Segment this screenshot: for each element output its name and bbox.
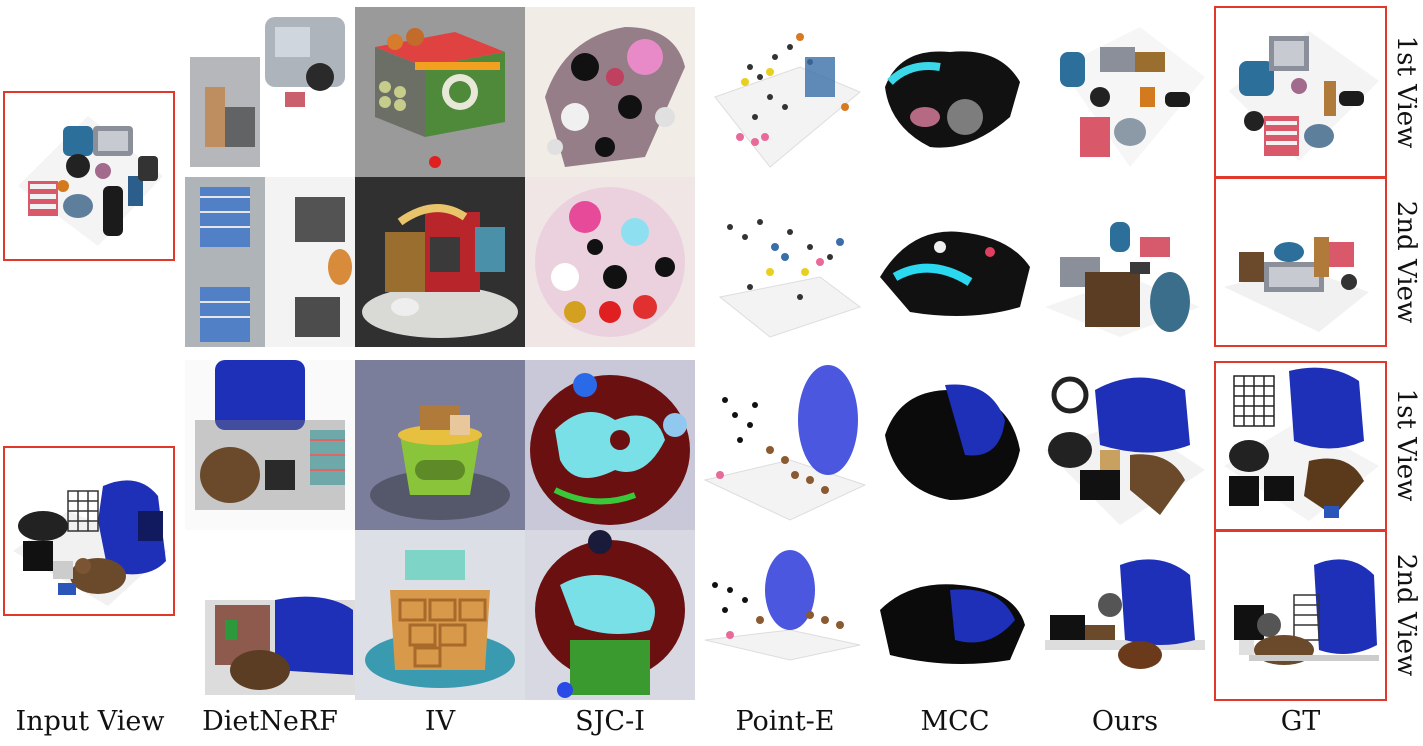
input-view-image-scene-1	[8, 96, 170, 256]
column-label-input-view: Input View	[15, 706, 165, 737]
iv-render-2	[355, 177, 525, 347]
mcc-render-1	[870, 7, 1040, 177]
iv-render-4	[355, 530, 525, 700]
sjc-render-1	[525, 7, 695, 177]
dietnerf-render-1	[185, 7, 355, 177]
gt-image-2	[1219, 182, 1382, 342]
gt-image-4	[1219, 535, 1382, 696]
ours-render-4	[1040, 530, 1210, 700]
column-label-iv: IV	[424, 706, 456, 737]
sjc-render-3	[525, 360, 695, 530]
dietnerf-render-2	[185, 177, 355, 347]
input-frame-scene-2	[3, 446, 175, 616]
row-label-1: 1st View	[1391, 35, 1421, 149]
column-label-ours: Ours	[1091, 706, 1159, 737]
iv-render-1	[355, 7, 525, 177]
sjc-render-2	[525, 177, 695, 347]
column-label-gt: GT	[1280, 706, 1321, 737]
mcc-render-2	[870, 177, 1040, 347]
column-label-point-e: Point-E	[735, 706, 835, 737]
pointe-render-3	[700, 360, 870, 530]
row-label-4: 2nd View	[1391, 553, 1421, 677]
pointe-render-1	[700, 7, 870, 177]
row-label-3: 1st View	[1391, 388, 1421, 502]
row-label-2: 2nd View	[1391, 200, 1421, 324]
ours-render-2	[1040, 177, 1210, 347]
mcc-render-4	[870, 530, 1040, 700]
sjc-render-4	[525, 530, 695, 700]
dietnerf-render-3	[185, 360, 355, 530]
column-label-mcc: MCC	[920, 706, 990, 737]
gt-image-1	[1219, 11, 1382, 173]
mcc-render-3	[870, 360, 1040, 530]
input-view-image-scene-2	[8, 451, 170, 611]
input-frame-scene-1	[3, 91, 175, 261]
pointe-render-2	[700, 177, 870, 347]
dietnerf-render-4	[185, 530, 355, 700]
ours-render-3	[1040, 360, 1210, 530]
gt-frame-4	[1214, 530, 1387, 701]
ours-render-1	[1040, 7, 1210, 177]
column-label-sjc-i: SJC-I	[575, 706, 645, 737]
iv-render-3	[355, 360, 525, 530]
gt-frame-2	[1214, 177, 1387, 347]
column-label-dietnerf: DietNeRF	[202, 706, 338, 737]
gt-image-3	[1219, 366, 1382, 526]
pointe-render-4	[700, 530, 870, 700]
